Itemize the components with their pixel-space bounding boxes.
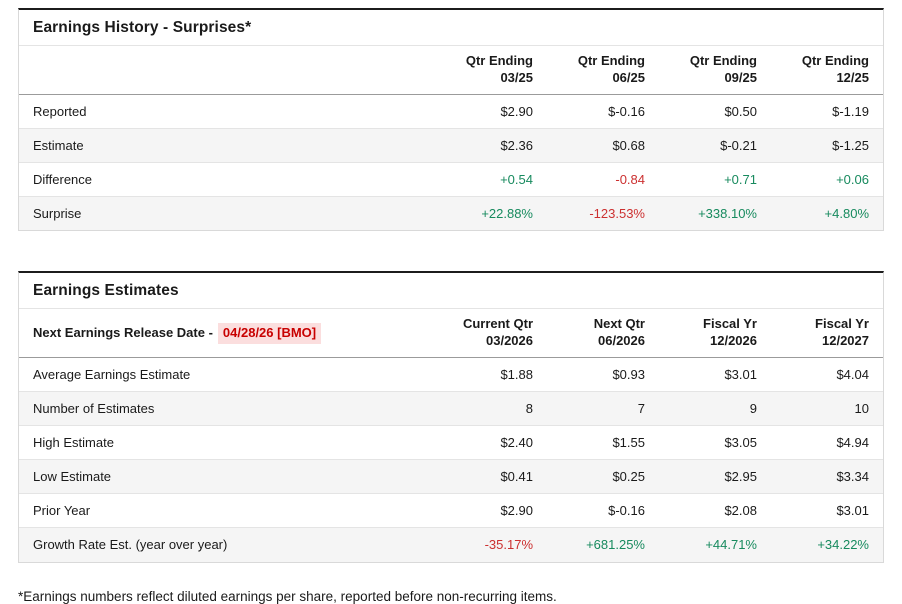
cell-value: $-0.21 bbox=[659, 128, 771, 163]
cell-value: $3.01 bbox=[659, 357, 771, 393]
cell-value: $0.50 bbox=[659, 94, 771, 129]
table-body: Reported $2.90 $-0.16 $0.50 $-1.19 Estimate $2… bbox=[19, 94, 883, 231]
cell-value: $0.25 bbox=[547, 459, 659, 495]
cell-value: 9 bbox=[659, 391, 771, 427]
cell-value: $0.93 bbox=[547, 357, 659, 393]
cell-value: -35.17% bbox=[484, 537, 533, 553]
cell-value: $4.94 bbox=[771, 425, 883, 461]
cell-value: $1.55 bbox=[547, 425, 659, 461]
cell-value: $2.90 bbox=[435, 493, 547, 529]
row-label: Surprise bbox=[33, 206, 82, 222]
cell-value: $2.40 bbox=[435, 425, 547, 461]
row-label: Growth Rate Est. (year over year) bbox=[33, 537, 228, 553]
earnings-history-title: Earnings History - Surprises* bbox=[19, 10, 883, 46]
table-body: Average Earnings Estimate $1.88 $0.93 $3.01… bbox=[19, 357, 883, 562]
table-row: Number of Estimates 8 7 9 10 bbox=[19, 391, 883, 427]
earnings-estimates-title: Earnings Estimates bbox=[19, 273, 883, 310]
cell-value: $4.04 bbox=[771, 357, 883, 393]
column-header: Qtr Ending 12/25 bbox=[771, 46, 883, 95]
cell-value: +338.10% bbox=[698, 206, 757, 222]
earnings-estimates-card: Earnings Estimates Next Earnings Release… bbox=[18, 271, 884, 563]
cell-value: $0.41 bbox=[435, 459, 547, 495]
row-label: Difference bbox=[19, 162, 435, 197]
column-header: Qtr Ending 09/25 bbox=[659, 46, 771, 95]
row-label: High Estimate bbox=[19, 425, 435, 461]
cell-value: $1.88 bbox=[435, 357, 547, 393]
cell-value: +0.71 bbox=[659, 162, 771, 197]
column-header: Qtr Ending 03/25 bbox=[435, 46, 547, 95]
release-date-badge: 04/28/26 [BMO] bbox=[217, 322, 322, 344]
cell-value: -0.84 bbox=[547, 162, 659, 197]
row-label: Low Estimate bbox=[19, 459, 435, 495]
row-label: Average Earnings Estimate bbox=[19, 357, 435, 393]
column-header: Current Qtr 03/2026 bbox=[435, 309, 547, 359]
cell-value: +4.80% bbox=[824, 206, 869, 222]
column-header: Fiscal Yr 12/2027 bbox=[771, 309, 883, 359]
cell-value: $-1.19 bbox=[771, 94, 883, 129]
table-row: Average Earnings Estimate $1.88 $0.93 $3.01… bbox=[19, 357, 883, 393]
table-row: Estimate $2.36 $0.68 $-0.21 $-1.25 bbox=[19, 128, 883, 163]
row-label: Estimate bbox=[19, 128, 435, 163]
table-row: Low Estimate $0.41 $0.25 $2.95 $3.34 bbox=[19, 459, 883, 495]
cell-value: $0.68 bbox=[547, 128, 659, 163]
cell-value: +0.54 bbox=[435, 162, 547, 197]
cell-value: $2.90 bbox=[435, 94, 547, 129]
row-label: Reported bbox=[19, 94, 435, 129]
corner-cell bbox=[19, 46, 435, 95]
table-row: Growth Rate Est. (year over year) -35.17%… bbox=[19, 527, 883, 562]
cell-value: +22.88% bbox=[481, 206, 533, 222]
table-row: Difference +0.54 -0.84 +0.71 +0.06 bbox=[19, 162, 883, 197]
row-label: Number of Estimates bbox=[19, 391, 435, 427]
release-date-label: Next Earnings Release Date - bbox=[33, 324, 213, 340]
earnings-history-card: Earnings History - Surprises* Qtr Ending… bbox=[18, 8, 884, 232]
cell-value: $-0.16 bbox=[547, 493, 659, 529]
table-row: Prior Year $2.90 $-0.16 $2.08 $3.01 bbox=[19, 493, 883, 529]
cell-value: 8 bbox=[435, 391, 547, 427]
cell-value: +44.71% bbox=[705, 537, 757, 553]
cell-value: +0.06 bbox=[771, 162, 883, 197]
corner-cell: Next Earnings Release Date -04/28/26 [BM… bbox=[19, 309, 435, 359]
cell-value: $3.34 bbox=[771, 459, 883, 495]
column-header-row: Next Earnings Release Date -04/28/26 [BM… bbox=[19, 309, 883, 359]
cell-value: $3.01 bbox=[771, 493, 883, 529]
cell-value: 10 bbox=[771, 391, 883, 427]
table-row: High Estimate $2.40 $1.55 $3.05 $4.94 bbox=[19, 425, 883, 461]
cell-value: 7 bbox=[547, 391, 659, 427]
earnings-history-table: Qtr Ending 03/25 Qtr Ending 06/25 Qtr Ending… bbox=[19, 46, 883, 231]
table-row: Reported $2.90 $-0.16 $0.50 $-1.19 bbox=[19, 94, 883, 129]
column-header-row: Qtr Ending 03/25 Qtr Ending 06/25 Qtr Ending… bbox=[19, 46, 883, 95]
cell-value: +34.22% bbox=[817, 537, 869, 553]
earnings-estimates-table: Next Earnings Release Date -04/28/26 [BM… bbox=[19, 309, 883, 562]
cell-value: $2.08 bbox=[659, 493, 771, 529]
cell-value: $3.05 bbox=[659, 425, 771, 461]
cell-value: +681.25% bbox=[586, 537, 645, 553]
column-header: Qtr Ending 06/25 bbox=[547, 46, 659, 95]
column-header: Fiscal Yr 12/2026 bbox=[659, 309, 771, 359]
column-header: Next Qtr 06/2026 bbox=[547, 309, 659, 359]
cell-value: $-1.25 bbox=[771, 128, 883, 163]
table-row: Surprise +22.88% -123.53% +338.10% +4.80% bbox=[19, 196, 883, 231]
cell-value: -123.53% bbox=[589, 206, 645, 222]
row-label: Prior Year bbox=[19, 493, 435, 529]
cell-value: $2.36 bbox=[435, 128, 547, 163]
cell-value: $2.95 bbox=[659, 459, 771, 495]
cell-value: $-0.16 bbox=[547, 94, 659, 129]
footnote: *Earnings numbers reflect diluted earnin… bbox=[18, 588, 557, 604]
